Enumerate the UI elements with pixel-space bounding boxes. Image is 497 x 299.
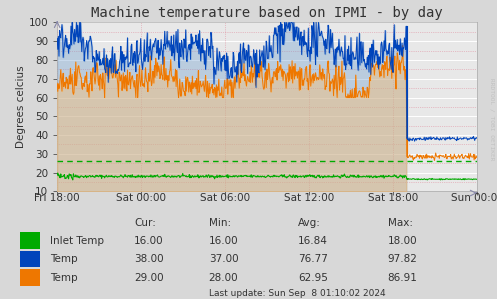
Text: Temp: Temp [50, 254, 78, 264]
Y-axis label: Degrees celcius: Degrees celcius [16, 65, 26, 148]
Text: 76.77: 76.77 [298, 254, 328, 264]
Text: 97.82: 97.82 [388, 254, 417, 264]
Text: 16.84: 16.84 [298, 236, 328, 245]
Text: 29.00: 29.00 [134, 273, 164, 283]
Text: Sat 06:00: Sat 06:00 [200, 193, 250, 203]
Text: Temp: Temp [50, 273, 78, 283]
Text: Sun 00:00: Sun 00:00 [451, 193, 497, 203]
Text: Sat 00:00: Sat 00:00 [116, 193, 166, 203]
Title: Machine temperature based on IPMI - by day: Machine temperature based on IPMI - by d… [91, 6, 443, 20]
Text: Min:: Min: [209, 218, 231, 228]
Text: 16.00: 16.00 [134, 236, 164, 245]
Text: Cur:: Cur: [134, 218, 156, 228]
FancyBboxPatch shape [20, 251, 40, 268]
Text: Avg:: Avg: [298, 218, 321, 228]
Text: 18.00: 18.00 [388, 236, 417, 245]
Text: Sat 12:00: Sat 12:00 [284, 193, 334, 203]
Text: Max:: Max: [388, 218, 413, 228]
Text: 62.95: 62.95 [298, 273, 328, 283]
Text: Inlet Temp: Inlet Temp [50, 236, 104, 245]
Text: Last update: Sun Sep  8 01:10:02 2024: Last update: Sun Sep 8 01:10:02 2024 [209, 289, 385, 298]
FancyBboxPatch shape [20, 269, 40, 286]
Text: RRDTOOL / TOBI OETIKER: RRDTOOL / TOBI OETIKER [490, 78, 495, 161]
Text: 28.00: 28.00 [209, 273, 239, 283]
Text: 38.00: 38.00 [134, 254, 164, 264]
Text: 37.00: 37.00 [209, 254, 239, 264]
Text: Fri 18:00: Fri 18:00 [34, 193, 80, 203]
FancyBboxPatch shape [20, 232, 40, 249]
Text: 16.00: 16.00 [209, 236, 239, 245]
Text: 86.91: 86.91 [388, 273, 417, 283]
Text: Sat 18:00: Sat 18:00 [368, 193, 418, 203]
